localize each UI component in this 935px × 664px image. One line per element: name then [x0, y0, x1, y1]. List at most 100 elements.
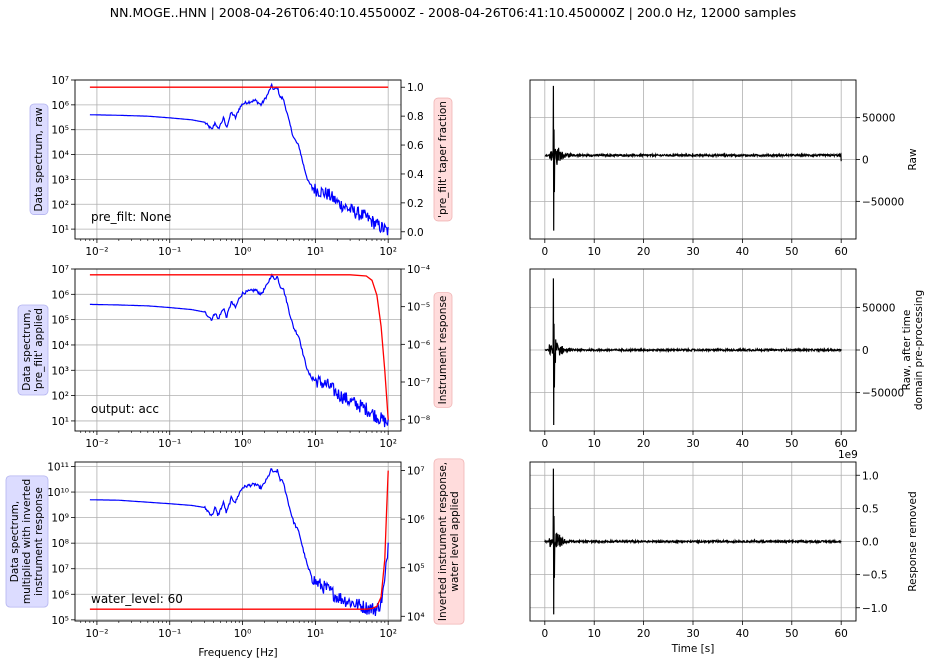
spectrum-line [89, 273, 389, 428]
x-tick-label: 0 [541, 438, 548, 450]
y-tick-label: 10⁷ [51, 264, 69, 276]
y2-tick-label: 10⁻⁵ [407, 302, 430, 314]
y-tick-label: 10⁴ [51, 150, 69, 162]
y-tick-label: −50000 [862, 388, 904, 400]
response-line [89, 274, 389, 420]
y-tick-label: 50000 [862, 302, 895, 314]
y2-tick-label: 10⁻⁴ [407, 264, 430, 276]
y2-tick-label: 0.0 [407, 227, 424, 239]
spectrum-panel-1: 10⁻² 10⁻¹ 10⁰ 10¹ 10² 10¹ 10² 10³ 10⁴ 10⁵ 10⁶ 10⁷ 0.… [29, 75, 453, 258]
y2-tick-label: 10⁴ [407, 611, 425, 623]
y2-axis-label: Instrument response [437, 296, 449, 405]
x-tick-label: 40 [736, 246, 749, 258]
y2-tick-label: 0.4 [407, 169, 424, 181]
y-tick-label: 10³ [51, 365, 69, 377]
y2-axis-label-box [433, 458, 465, 625]
x-tick-label: 10¹ [307, 438, 325, 450]
trace-line [544, 85, 842, 231]
y2-axis-label-box [433, 292, 453, 408]
x-tick-label: 10 [588, 246, 601, 258]
x-tick-label: 10⁰ [234, 628, 252, 640]
x-tick-label: 10⁰ [234, 438, 252, 450]
x-tick-label: 30 [686, 438, 699, 450]
x-tick-label: 10⁻¹ [158, 246, 181, 258]
y2-tick-label: 0.2 [407, 198, 424, 210]
y-axis-label-box [29, 103, 49, 215]
figure-title: NN.MOGE..HNN | 2008-04-26T06:40:10.45500… [110, 5, 796, 20]
y-tick-label: 10⁵ [51, 615, 69, 627]
spectrum-panel-2: 10⁻² 10⁻¹ 10⁰ 10¹ 10² 10¹ 10² 10³ 10⁴ 10⁵ 10⁶ 10⁷ 10… [17, 264, 453, 450]
x-tick-label: 60 [834, 438, 847, 450]
y-axis-label: Raw, after timedomain pre-processing [901, 290, 925, 410]
y2-tick-label: 1.0 [407, 82, 424, 94]
trace-panel-1: 0 10 20 30 40 50 60 −50000 0 50000 Raw [529, 79, 919, 258]
y-tick-label: 10³ [51, 174, 69, 186]
x-tick-label: 0 [541, 246, 548, 258]
y-tick-label: 0 [862, 155, 869, 167]
panel-annotation: water_level: 60 [91, 592, 183, 606]
x-tick-label: 10² [379, 246, 397, 258]
x-tick-label: 10² [379, 438, 397, 450]
y-tick-label: 10⁷ [51, 564, 69, 576]
y-tick-label: −1.0 [862, 603, 888, 615]
spectrum-line [89, 82, 389, 236]
y2-tick-label: 0.8 [407, 111, 424, 123]
x-tick-label: 50 [785, 438, 798, 450]
y-tick-label: 50000 [862, 113, 895, 125]
x-tick-label: 10 [588, 628, 601, 640]
panel-annotation: pre_filt: None [91, 210, 171, 224]
y2-tick-label: 10⁷ [407, 466, 425, 478]
trace-panel-3: 0 10 20 30 40 50 60 −1.0 −0.5 0.0 0.5 1.0 1e9 Respons… [529, 449, 919, 655]
x-tick-label: 10² [379, 628, 397, 640]
response-line [89, 470, 389, 610]
plot-frame [74, 461, 402, 622]
plots: 10⁻² 10⁻¹ 10⁰ 10¹ 10² 10¹ 10² 10³ 10⁴ 10⁵ 10⁶ 10⁷ 0.… [5, 75, 925, 659]
x-axis-label: Frequency [Hz] [198, 647, 277, 659]
x-tick-label: 10⁻² [85, 438, 108, 450]
x-tick-label: 10¹ [307, 628, 325, 640]
x-tick-label: 30 [686, 628, 699, 640]
x-tick-label: 10⁻² [85, 628, 108, 640]
y-axis-label-box [17, 304, 49, 396]
x-tick-label: 0 [541, 628, 548, 640]
y2-tick-label: 10⁻⁶ [407, 339, 430, 351]
x-tick-label: 40 [736, 438, 749, 450]
y-axis-label: Response removed [907, 491, 919, 591]
x-tick-label: 10⁻¹ [158, 438, 181, 450]
x-tick-label: 60 [834, 246, 847, 258]
trace-line [544, 468, 842, 615]
y-tick-label: 10¹ [51, 224, 69, 236]
x-tick-label: 10⁰ [234, 246, 252, 258]
x-tick-label: 10 [588, 438, 601, 450]
x-tick-label: 20 [637, 628, 650, 640]
y-tick-label: −50000 [862, 196, 904, 208]
y-tick-label: 0.0 [862, 537, 879, 549]
y-tick-label: 10⁶ [51, 289, 69, 301]
x-axis-label: Time [s] [671, 643, 715, 655]
y-tick-label: 10⁴ [51, 340, 69, 352]
x-tick-label: 60 [834, 628, 847, 640]
y-axis-label: Data spectrum,'pre_filt' applied [21, 308, 45, 392]
y-tick-label: 10⁶ [51, 100, 69, 112]
y-tick-label: 10⁵ [51, 315, 69, 327]
y-offset-label: 1e9 [838, 449, 858, 461]
trace-panel-2: 0 10 20 30 40 50 60 −50000 0 50000 Raw, after time… [529, 268, 925, 450]
y-axis-label: Data spectrum, raw [33, 107, 45, 212]
plot-frame [74, 79, 402, 240]
x-tick-label: 10⁻¹ [158, 628, 181, 640]
y-axis-label: Raw [907, 148, 919, 170]
x-tick-label: 30 [686, 246, 699, 258]
y2-tick-label: 0.6 [407, 140, 424, 152]
y2-tick-label: 10⁻⁸ [407, 415, 430, 427]
y2-tick-label: 10⁻⁷ [407, 377, 430, 389]
x-tick-label: 50 [785, 628, 798, 640]
y-tick-label: 10⁶ [51, 589, 69, 601]
y-tick-label: 10⁸ [51, 538, 69, 550]
y-tick-label: 10¹⁰ [47, 487, 69, 499]
plot-frame [74, 268, 402, 432]
trace-line [544, 278, 842, 426]
y-axis-label: Data spectrum,multiplied with invertedin… [9, 479, 45, 604]
y-tick-label: 10¹¹ [47, 462, 69, 474]
spectrum-panel-3: 10⁻² 10⁻¹ 10⁰ 10¹ 10² 10⁵ 10⁶ 10⁷ 10⁸ 10⁹ 10¹⁰ 10¹¹… [5, 458, 465, 659]
panel-annotation: output: acc [91, 402, 159, 416]
